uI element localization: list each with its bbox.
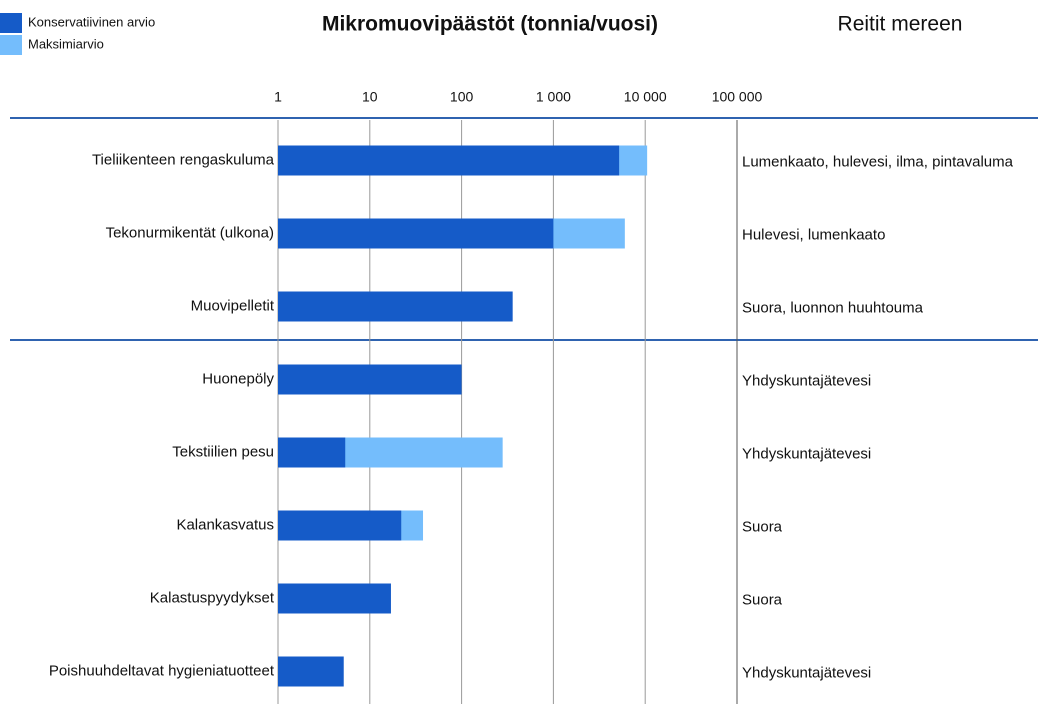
legend-swatch [0, 35, 22, 55]
x-tick-label: 1 000 [536, 89, 571, 105]
y-tick-label: Kalankasvatus [176, 516, 274, 533]
legend-label: Maksimiarvio [28, 36, 104, 51]
y-tick-label: Huonepöly [202, 370, 274, 387]
route-label: Suora [742, 591, 783, 608]
legend-swatch [0, 13, 22, 33]
route-label: Hulevesi, lumenkaato [742, 226, 885, 243]
bar [278, 291, 513, 322]
x-tick-label: 100 000 [712, 89, 763, 105]
bar [278, 218, 554, 249]
y-tick-label: Tieliikenteen rengaskuluma [92, 151, 275, 168]
y-tick-label: Muovipelletit [191, 297, 275, 314]
route-label: Yhdyskuntajätevesi [742, 372, 871, 389]
bar [278, 364, 462, 395]
routes-title: Reitit mereen [838, 13, 963, 36]
bar [278, 583, 391, 614]
bar [278, 437, 346, 468]
route-label: Suora, luonnon huuhtouma [742, 299, 924, 316]
x-tick-label: 10 000 [624, 89, 667, 105]
x-tick-label: 100 [450, 89, 474, 105]
x-tick-label: 1 [274, 89, 282, 105]
bar [278, 656, 344, 687]
route-label: Lumenkaato, hulevesi, ilma, pintavaluma [742, 153, 1014, 170]
chart-title: Mikromuovipäästöt (tonnia/vuosi) [322, 13, 658, 36]
route-label: Suora [742, 518, 783, 535]
y-tick-label: Tekstiilien pesu [172, 443, 274, 460]
x-tick-label: 10 [362, 89, 378, 105]
y-tick-label: Tekonurmikentät (ulkona) [106, 224, 274, 241]
y-tick-label: Poishuuhdeltavat hygieniatuotteet [49, 662, 275, 679]
legend-label: Konservatiivinen arvio [28, 14, 155, 29]
bar [278, 510, 402, 541]
y-tick-label: Kalastuspyydykset [150, 589, 275, 606]
route-label: Yhdyskuntajätevesi [742, 664, 871, 681]
route-label: Yhdyskuntajätevesi [742, 445, 871, 462]
bar [278, 145, 620, 176]
